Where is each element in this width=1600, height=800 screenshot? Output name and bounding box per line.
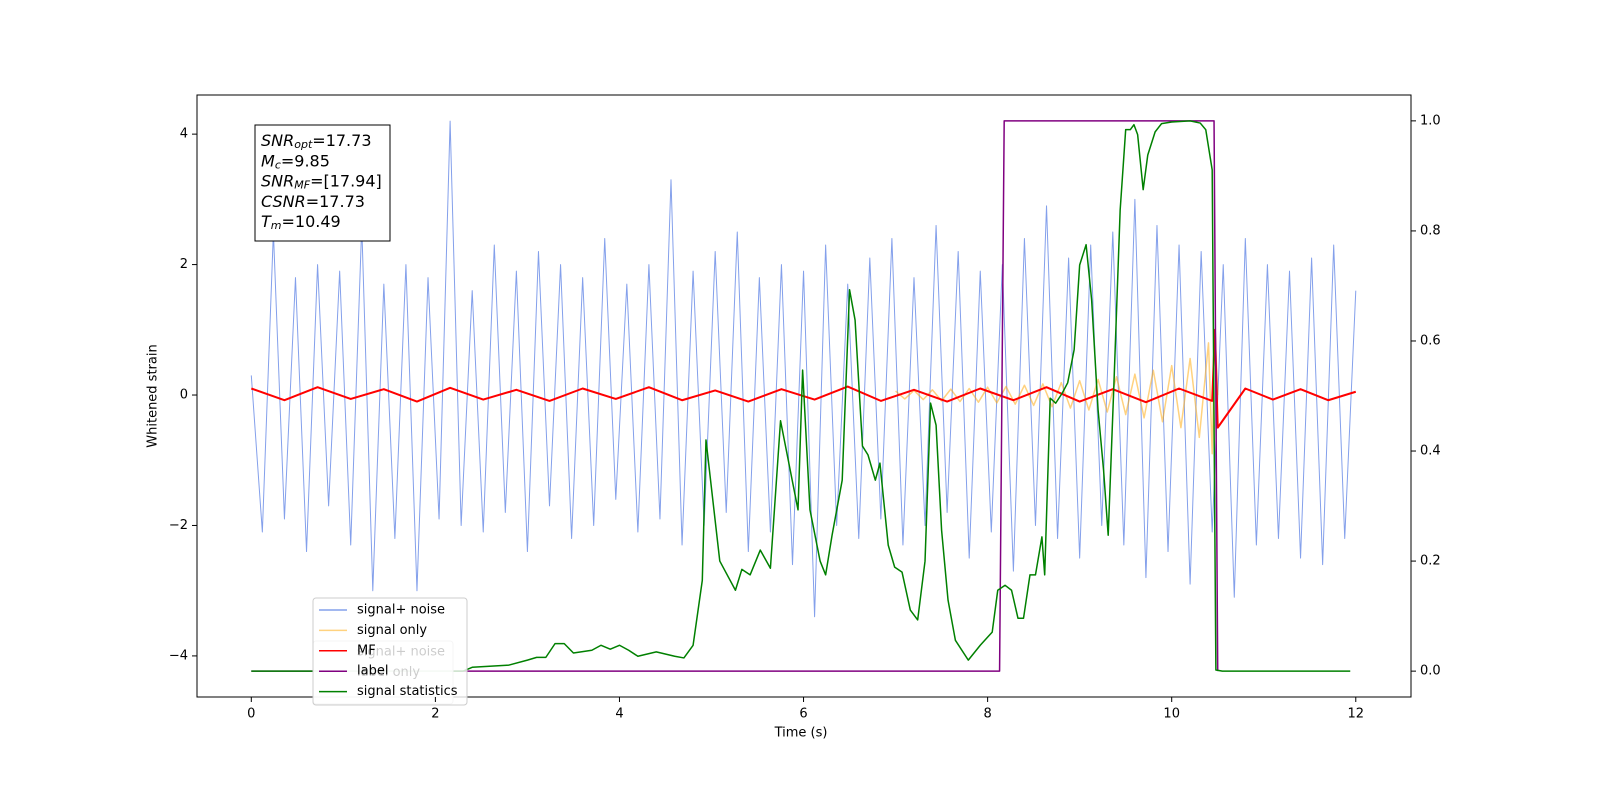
annotation-frame bbox=[254, 124, 391, 242]
annotation-line: Tm=10.49 bbox=[261, 212, 341, 233]
annotation-value: =[17.94] bbox=[310, 171, 382, 190]
legend-label: signal only bbox=[357, 623, 427, 638]
annotation-value: =17.73 bbox=[312, 131, 371, 150]
annotation-value: =9.85 bbox=[281, 151, 330, 170]
annotation-subscript: c bbox=[275, 158, 281, 171]
annotation-subscript: MF bbox=[294, 179, 310, 192]
y2-tick-label: 0.4 bbox=[1420, 444, 1441, 459]
x-tick-label: 8 bbox=[983, 707, 991, 722]
legend-label: label bbox=[357, 664, 388, 679]
y-tick-label: 4 bbox=[180, 127, 188, 142]
y-axis-label: Whitened strain bbox=[146, 344, 161, 447]
y2-tick-label: 0.6 bbox=[1420, 333, 1441, 348]
y2-tick-label: 0.0 bbox=[1420, 664, 1441, 679]
annotation-subscript: opt bbox=[294, 138, 313, 151]
legend-label: signal statistics bbox=[357, 684, 458, 699]
x-axis-label: Time (s) bbox=[774, 726, 828, 741]
annotation-line: Mc=9.85 bbox=[261, 151, 330, 172]
annotation-symbol: CSNR bbox=[261, 191, 306, 210]
annotation-line: CSNR=17.73 bbox=[261, 191, 365, 210]
annotation-subscript: m bbox=[271, 219, 282, 232]
y2-tick-label: 1.0 bbox=[1420, 113, 1441, 128]
plot-area bbox=[250, 120, 1357, 672]
annotation-symbol: SNR bbox=[261, 131, 294, 150]
annotation-box: SNRopt=17.73Mc=9.85SNRMF=[17.94]CSNR=17.… bbox=[254, 124, 391, 242]
annotation-symbol: T bbox=[261, 212, 272, 231]
series-line bbox=[251, 120, 1351, 672]
x-tick-label: 6 bbox=[799, 707, 807, 722]
legend-label: signal+ noise bbox=[357, 603, 445, 618]
y-tick-label: 0 bbox=[180, 388, 188, 403]
x-tick-label: 4 bbox=[615, 707, 623, 722]
x-tick-label: 0 bbox=[247, 707, 255, 722]
series-line bbox=[250, 120, 1357, 618]
y-tick-label: −2 bbox=[169, 518, 188, 533]
annotation-line: SNRMF=[17.94] bbox=[261, 171, 382, 192]
y-tick-label: −4 bbox=[169, 648, 188, 663]
legend: signal+ noise signal only MF label signal st… bbox=[312, 597, 468, 706]
x-tick-label: 10 bbox=[1163, 707, 1180, 722]
annotation-line: SNRopt=17.73 bbox=[261, 131, 372, 152]
annotation-value: =10.49 bbox=[282, 212, 341, 231]
legend-label: MF bbox=[357, 643, 376, 658]
y2-tick-label: 0.8 bbox=[1420, 223, 1441, 238]
annotation-symbol: SNR bbox=[261, 171, 294, 190]
series-line bbox=[251, 120, 1219, 672]
annotation-symbol: M bbox=[261, 151, 275, 170]
x-tick-label: 12 bbox=[1348, 707, 1365, 722]
y2-tick-label: 0.2 bbox=[1420, 554, 1441, 569]
annotation-value: =17.73 bbox=[306, 191, 365, 210]
y-tick-label: 2 bbox=[180, 257, 188, 272]
legend-frame bbox=[312, 597, 468, 706]
x-tick-label: 2 bbox=[431, 707, 439, 722]
